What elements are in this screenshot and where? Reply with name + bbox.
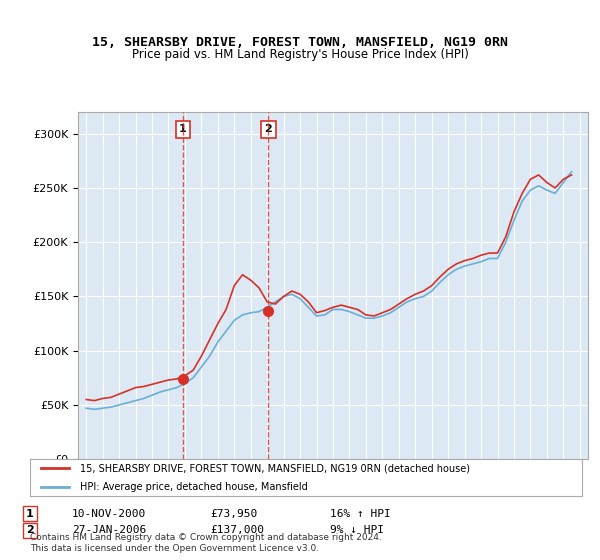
Text: £73,950: £73,950: [210, 508, 257, 519]
Text: 15, SHEARSBY DRIVE, FOREST TOWN, MANSFIELD, NG19 0RN: 15, SHEARSBY DRIVE, FOREST TOWN, MANSFIE…: [92, 36, 508, 49]
Text: 2: 2: [26, 525, 34, 535]
Text: 1: 1: [179, 124, 187, 134]
Text: 2: 2: [265, 124, 272, 134]
Text: 16% ↑ HPI: 16% ↑ HPI: [330, 508, 391, 519]
Text: 15, SHEARSBY DRIVE, FOREST TOWN, MANSFIELD, NG19 0RN (detached house): 15, SHEARSBY DRIVE, FOREST TOWN, MANSFIE…: [80, 463, 470, 473]
Text: 27-JAN-2006: 27-JAN-2006: [72, 525, 146, 535]
Text: 10-NOV-2000: 10-NOV-2000: [72, 508, 146, 519]
Text: £137,000: £137,000: [210, 525, 264, 535]
Text: 9% ↓ HPI: 9% ↓ HPI: [330, 525, 384, 535]
Text: Price paid vs. HM Land Registry's House Price Index (HPI): Price paid vs. HM Land Registry's House …: [131, 48, 469, 60]
Text: 1: 1: [26, 508, 34, 519]
Text: Contains HM Land Registry data © Crown copyright and database right 2024.
This d: Contains HM Land Registry data © Crown c…: [30, 533, 382, 553]
Text: HPI: Average price, detached house, Mansfield: HPI: Average price, detached house, Mans…: [80, 482, 307, 492]
